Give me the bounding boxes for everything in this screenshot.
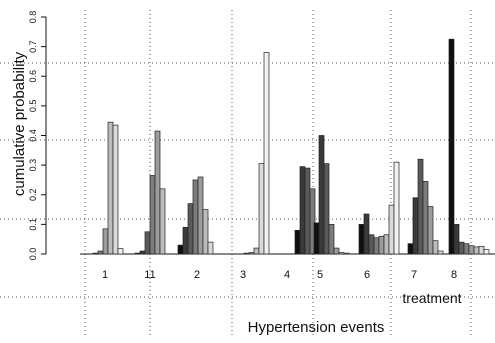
bar [473, 246, 480, 255]
bar [328, 224, 335, 255]
bar [197, 176, 204, 255]
bar [139, 250, 146, 255]
x-tick-label: 5 [317, 269, 323, 281]
bar-group-6 [358, 161, 400, 255]
bar [313, 222, 320, 255]
bar [117, 248, 124, 255]
bar-group-1 [92, 121, 124, 255]
bar [102, 228, 109, 255]
bars [80, 38, 495, 255]
y-tick-label: 0.3 [28, 159, 38, 172]
bar [182, 226, 189, 255]
y-tick-label: 0.6 [28, 70, 38, 83]
bar [358, 224, 365, 255]
bar-group-5 [313, 135, 350, 255]
bar-group-11 [134, 130, 166, 255]
bar [378, 235, 385, 255]
bar [478, 245, 485, 255]
bar [458, 241, 465, 255]
bar [97, 250, 104, 255]
bar [483, 249, 490, 255]
bar [448, 38, 455, 255]
bar [468, 245, 475, 255]
bar [363, 213, 370, 255]
bar-group-7 [407, 158, 444, 255]
x-tick-label: 1 [102, 269, 108, 281]
bar [383, 234, 390, 255]
bar [318, 135, 325, 255]
x-tick-label: 2 [194, 269, 200, 281]
bar [453, 224, 460, 255]
x-tick-label: 3 [240, 269, 246, 281]
x-tick-label: 4 [284, 269, 290, 281]
bar [299, 166, 306, 255]
bar [149, 175, 156, 255]
y-axis: 0.0 0.1 0.2 0.3 0.4 0.5 0.6 0.7 0.8 [28, 11, 47, 261]
bar [144, 231, 151, 255]
bar [388, 204, 395, 255]
bar [258, 163, 265, 255]
x-tick-label: 8 [451, 269, 457, 281]
y-axis-label: cumulative probability [11, 51, 28, 196]
y-tick-label: 0.2 [28, 188, 38, 201]
bar [187, 203, 194, 255]
bar [253, 247, 260, 255]
x-axis-label: Hypertension events [248, 319, 385, 336]
bar [427, 206, 434, 255]
bar [333, 247, 340, 255]
bar [248, 252, 255, 255]
bar [412, 197, 419, 255]
y-tick-label: 0.1 [28, 218, 38, 231]
y-tick-label: 0.7 [28, 40, 38, 53]
grid-lines [0, 10, 495, 338]
x-tick-label: 6 [364, 269, 370, 281]
bar [437, 250, 444, 255]
bar [263, 52, 270, 255]
y-tick-label: 0.5 [28, 100, 38, 113]
y-tick-label: 0.4 [28, 129, 38, 142]
bar [407, 243, 414, 255]
bar [338, 252, 345, 255]
bar [422, 181, 429, 255]
bar-group-2 [177, 176, 214, 255]
y-tick-label: 0.0 [28, 248, 38, 261]
bar [343, 252, 350, 255]
bar [134, 252, 141, 255]
bar [177, 244, 184, 255]
bar [463, 243, 470, 255]
bar [432, 240, 439, 255]
bar [154, 130, 161, 255]
bar [417, 158, 424, 255]
bar [107, 121, 114, 255]
bar [159, 188, 166, 255]
bar [202, 209, 209, 255]
bar [243, 252, 250, 255]
bar [207, 241, 214, 255]
bar-group-3 [243, 52, 270, 255]
bar [92, 252, 99, 255]
x-tick-label: 7 [411, 269, 417, 281]
bar [294, 229, 301, 255]
bar [304, 167, 311, 255]
bar [368, 234, 375, 255]
bar [373, 237, 380, 255]
bar [309, 188, 316, 255]
bar [192, 179, 199, 255]
bar [323, 163, 330, 255]
y-tick-label: 0.8 [28, 11, 38, 24]
bar [393, 161, 400, 255]
bar-group-8 [448, 38, 490, 255]
x-tick-label: 11 [144, 269, 155, 281]
bar [112, 124, 119, 255]
legend-title: treatment [402, 290, 461, 306]
x-tick-labels: 1 11 2 3 4 5 6 7 8 [102, 269, 457, 281]
